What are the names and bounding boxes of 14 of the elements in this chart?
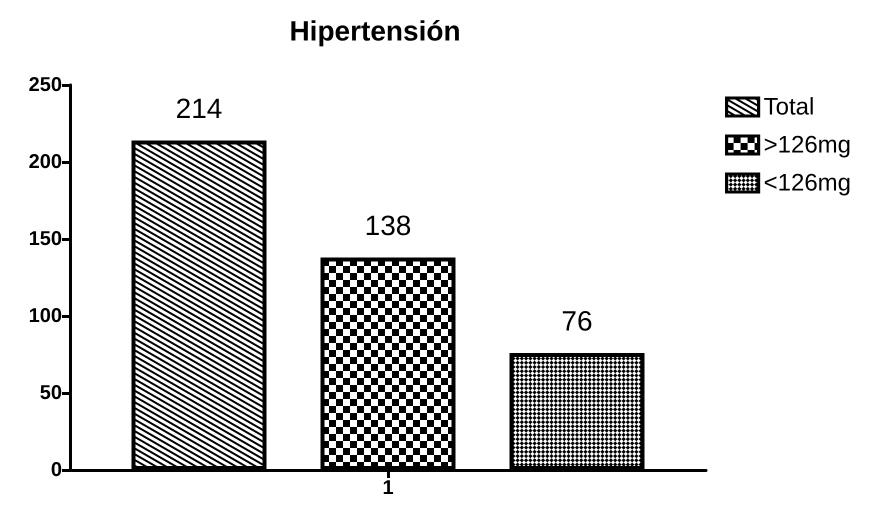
y-tick-label: 100 — [28, 305, 62, 327]
chart-title: Hipertensión — [289, 16, 461, 46]
data-label: 138 — [364, 210, 412, 241]
legend-label: Total — [764, 94, 814, 120]
legend-label: <126mg — [764, 170, 852, 196]
y-tick-label: 0 — [50, 459, 62, 481]
data-label: 76 — [561, 305, 593, 336]
legend-label: >126mg — [764, 132, 852, 158]
x-tick-label: 1 — [382, 477, 394, 499]
y-tick-label: 250 — [28, 74, 62, 96]
data-label: 214 — [176, 92, 222, 124]
y-tick-label: 50 — [40, 382, 62, 404]
y-tick-label: 150 — [28, 228, 62, 250]
y-tick-label: 200 — [28, 151, 62, 173]
